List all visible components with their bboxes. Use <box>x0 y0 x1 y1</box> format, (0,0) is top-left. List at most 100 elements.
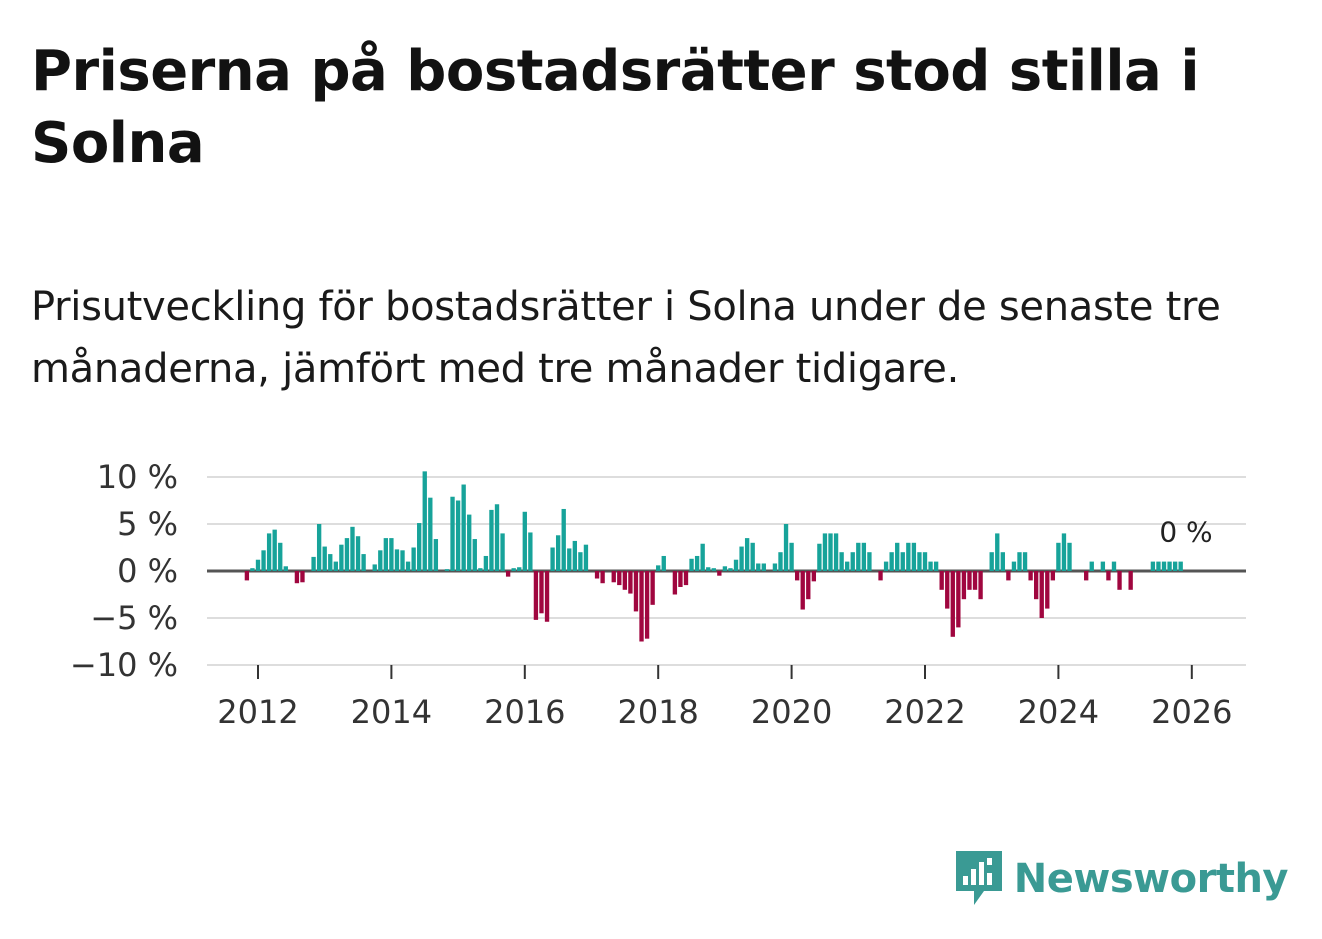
bar <box>628 571 633 594</box>
bar <box>861 542 867 571</box>
bar <box>728 568 733 571</box>
bar <box>283 566 288 571</box>
bar <box>1167 561 1172 571</box>
bar <box>1045 571 1050 609</box>
bar <box>911 542 917 571</box>
bar <box>422 471 427 571</box>
bar <box>1161 561 1167 571</box>
bar <box>828 533 833 571</box>
bar <box>600 571 605 584</box>
bar <box>928 561 933 571</box>
bar <box>961 571 967 600</box>
bar <box>1156 561 1161 571</box>
x-tick-label: 2014 <box>351 693 432 731</box>
bar <box>1056 542 1061 571</box>
bar <box>394 549 400 571</box>
bar <box>1117 571 1122 590</box>
bar <box>694 555 700 571</box>
bar <box>372 564 377 571</box>
bar <box>761 563 766 571</box>
bar <box>1011 561 1017 571</box>
bar <box>1034 571 1039 600</box>
bar <box>578 552 583 571</box>
bar <box>583 544 589 571</box>
bar <box>744 538 750 571</box>
bar <box>778 552 783 571</box>
bar <box>633 571 639 612</box>
bar <box>939 571 944 590</box>
bar <box>339 544 344 571</box>
x-tick-label: 2012 <box>217 693 298 731</box>
bar <box>867 552 872 571</box>
bar <box>833 533 839 571</box>
bar <box>611 571 616 583</box>
bar <box>1067 542 1072 571</box>
bar <box>1089 561 1094 571</box>
y-tick-label: −5 % <box>90 599 178 637</box>
bar <box>661 555 666 571</box>
brand-logo: Newsworthy <box>954 847 1289 911</box>
bar <box>783 524 789 571</box>
bar <box>811 571 817 582</box>
bar <box>478 568 483 571</box>
bar <box>1178 561 1183 571</box>
bar <box>1017 552 1022 571</box>
bar <box>300 571 305 583</box>
bar <box>494 504 500 571</box>
bar <box>561 508 566 571</box>
bar <box>1022 552 1028 571</box>
bar <box>1028 571 1033 581</box>
brand-name: Newsworthy <box>1013 856 1289 902</box>
bars <box>244 471 1183 642</box>
bar <box>455 500 461 571</box>
bar <box>794 571 800 581</box>
bar <box>772 563 778 571</box>
bar <box>333 561 338 571</box>
bar <box>706 567 711 571</box>
bar <box>533 571 539 620</box>
bar <box>344 538 350 571</box>
bar <box>417 523 422 571</box>
bar <box>917 552 922 571</box>
bar <box>594 571 600 579</box>
bar <box>644 571 650 639</box>
bar <box>839 552 844 571</box>
bar-chart: 10 % 5 % 0 % −5 % −10 % 2012 2014 2016 2018 2020… <box>70 458 1246 731</box>
bar <box>544 571 550 622</box>
x-tick-label: 2024 <box>1018 693 1099 731</box>
bar <box>956 571 961 628</box>
bar <box>683 571 689 586</box>
bar <box>316 524 322 571</box>
bar <box>711 568 716 571</box>
bar <box>361 554 366 571</box>
bar <box>972 571 978 590</box>
bar <box>945 571 950 609</box>
bar <box>967 571 972 590</box>
bar <box>311 556 316 571</box>
y-tick-label: 10 % <box>97 458 178 496</box>
bar <box>889 552 894 571</box>
bar <box>517 567 522 571</box>
bar <box>555 535 561 571</box>
bar <box>989 552 994 571</box>
bar <box>278 542 283 571</box>
last-value-label: 0 % <box>1159 516 1212 549</box>
bar <box>739 546 744 571</box>
bar <box>266 533 272 571</box>
bar <box>1006 571 1011 581</box>
bar <box>383 538 389 571</box>
x-axis: 2012 2014 2016 2018 2020 2022 2024 2026 <box>217 665 1233 731</box>
bar <box>261 550 266 571</box>
page-title: Priserna på bostadsrätter stod stilla i … <box>31 39 1200 176</box>
bar <box>400 550 405 571</box>
bar <box>733 559 739 571</box>
bar <box>255 559 261 571</box>
bar <box>1150 561 1156 571</box>
bar <box>756 563 761 571</box>
bar <box>350 526 355 571</box>
bar <box>750 542 755 571</box>
bar <box>411 547 416 571</box>
y-tick-label: −10 % <box>70 646 178 684</box>
annotations: 0 % <box>1159 516 1212 549</box>
x-tick-label: 2020 <box>751 693 832 731</box>
